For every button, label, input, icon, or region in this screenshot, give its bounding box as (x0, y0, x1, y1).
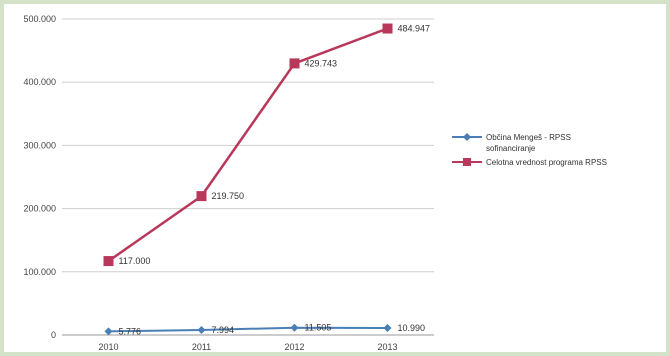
data-point-marker (197, 325, 206, 334)
data-label: 484.947 (398, 24, 431, 34)
y-tick-label: 100.000 (23, 267, 56, 277)
data-label: 117.000 (119, 256, 151, 266)
line-chart: 0 100.000 200.000 300.000 400.000 500.000 2010… (23, 14, 607, 352)
x-tick-label: 2011 (192, 342, 211, 352)
series-line (107, 27, 388, 263)
legend-label: sofinanciranje (486, 144, 536, 153)
data-label: 219.750 (212, 191, 245, 201)
data-point-marker (290, 323, 299, 332)
data-label: 5.776 (119, 326, 142, 336)
legend-marker (463, 133, 471, 141)
legend-label: Občina Mengeš - RPSS (486, 133, 571, 142)
y-tick-label: 200.000 (23, 204, 56, 214)
data-point-marker (383, 324, 392, 333)
legend-marker (463, 158, 471, 166)
y-tick-label: 400.000 (23, 77, 56, 87)
y-tick-label: 500.000 (23, 14, 56, 24)
y-tick-label: 300.000 (23, 140, 56, 150)
data-point-marker (289, 58, 300, 69)
data-label: 10.990 (398, 323, 426, 333)
data-point-marker (382, 23, 393, 34)
x-tick-label: 2012 (284, 342, 304, 352)
series-line (108, 326, 388, 333)
chart-frame: 0 100.000 200.000 300.000 400.000 500.000 2010… (4, 4, 666, 352)
legend-label: Celotna vrednost programa RPSS (486, 158, 607, 167)
data-label: 429.743 (305, 58, 338, 68)
data-label: 11.505 (305, 323, 332, 333)
x-tick-label: 2010 (98, 342, 118, 352)
data-point-marker (196, 191, 207, 202)
x-tick-label: 2013 (377, 342, 397, 352)
data-label: 7.994 (212, 325, 235, 335)
data-point-marker (104, 327, 113, 336)
data-point-marker (103, 256, 114, 267)
y-tick-label: 0 (51, 330, 56, 340)
